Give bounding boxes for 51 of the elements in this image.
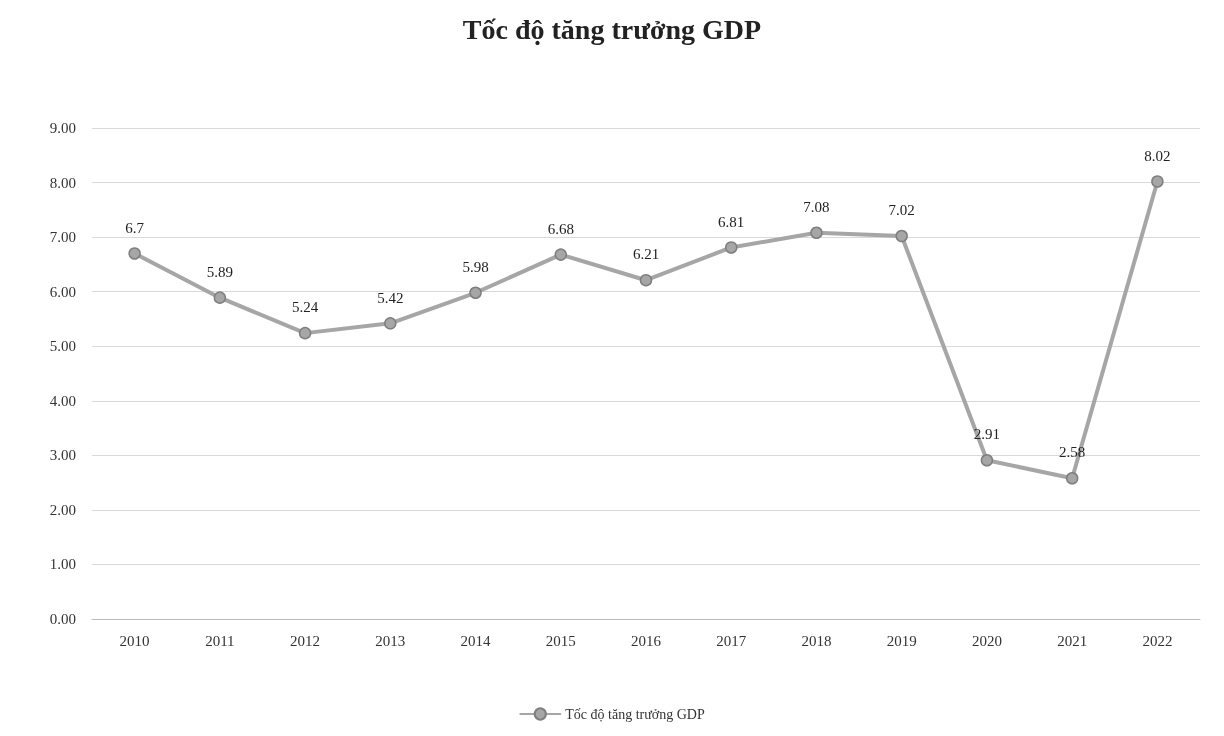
y-tick-label: 0.00 [49, 611, 76, 627]
x-tick-label: 2018 [801, 632, 832, 649]
data-label: 5.24 [291, 299, 319, 316]
data-label: 2.58 [1059, 444, 1086, 461]
x-tick-label: 2017 [716, 632, 747, 649]
data-label: 6.81 [718, 213, 745, 230]
x-tick-label: 2015 [545, 632, 576, 649]
point [1065, 472, 1079, 485]
data-label: 6.68 [547, 220, 574, 237]
x-tick-label: 2022 [1142, 632, 1173, 649]
point [128, 247, 141, 260]
x-tick-label: 2019 [886, 632, 917, 649]
data-label: 5.42 [377, 289, 404, 306]
x-tick-label: 2012 [290, 632, 321, 649]
y-tick-label: 2.00 [49, 501, 76, 518]
chart-title: Tốc độ tăng trưởng GDP [462, 13, 762, 45]
data-label: 6.21 [632, 246, 660, 263]
y-tick-label: 3.00 [49, 447, 76, 464]
x-tick-label: 2020 [971, 632, 1002, 649]
y-tick-label: 1.00 [49, 556, 76, 573]
data-label: 2.91 [973, 426, 1001, 443]
point [639, 273, 653, 287]
x-tick-label: 2021 [1057, 632, 1088, 649]
x-tick-label: 2011 [205, 632, 235, 649]
y-tick-label: 4.00 [49, 392, 76, 409]
data-label: 5.98 [462, 259, 489, 276]
point [213, 291, 227, 304]
point [1151, 175, 1164, 188]
point [298, 326, 312, 340]
y-tick-label: 9.00 [49, 120, 76, 136]
point [469, 286, 482, 299]
y-tick-label: 7.00 [49, 229, 76, 246]
point [554, 248, 568, 261]
y-tick-label: 5.00 [49, 338, 76, 355]
x-tick-label: 2013 [375, 632, 406, 649]
legend-label: Tốc độ tăng trưởng GDP [565, 706, 705, 722]
y-tick-label: 8.00 [49, 174, 76, 191]
data-label: 7.02 [888, 202, 915, 219]
x-tick-label: 2016 [631, 632, 662, 649]
point [895, 229, 908, 243]
y-tick-label: 6.00 [49, 283, 76, 300]
data-label: 6.7 [125, 219, 145, 236]
data-label: 7.08 [803, 199, 830, 215]
point [724, 241, 738, 254]
point [980, 454, 994, 467]
point [384, 317, 397, 330]
x-tick-label: 2010 [119, 632, 150, 649]
x-tick-label: 2014 [460, 632, 492, 649]
point [810, 226, 823, 239]
data-label: 8.02 [1144, 147, 1171, 164]
data-label: 5.89 [206, 263, 233, 280]
